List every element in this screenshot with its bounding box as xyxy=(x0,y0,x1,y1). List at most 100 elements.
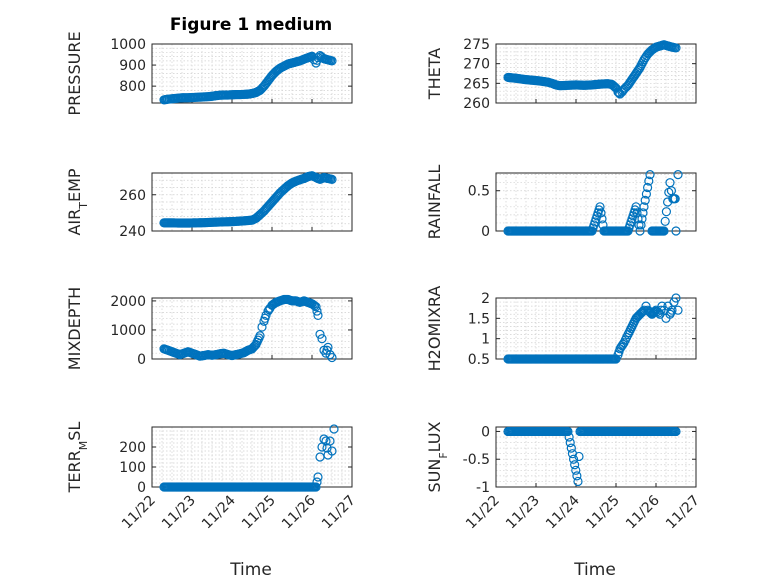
data-point xyxy=(568,454,579,464)
y-tick-label: -1 xyxy=(476,480,490,496)
data-point xyxy=(574,451,584,462)
y-axis-label-subscript: T xyxy=(77,202,90,210)
y-axis-label: THETA xyxy=(425,48,444,100)
data-point xyxy=(642,182,653,193)
data-point xyxy=(315,452,325,462)
data-point xyxy=(327,56,337,66)
data-point xyxy=(633,65,643,76)
subplot-8: -1 -0.5 0 SUNFLUX 11/22 11/23 11/24 11/25 11/26 1… xyxy=(425,421,703,532)
y-axis-label-rest: SL xyxy=(65,422,84,441)
subplot-5: 0 1000 2000 MIXDEPTH xyxy=(65,287,353,370)
y-tick-label: 100 xyxy=(119,460,146,476)
y-tick-label: 260 xyxy=(463,96,490,112)
y-tick-label: 0.5 xyxy=(468,352,490,368)
data-point xyxy=(261,310,271,321)
y-axis-label-main: PRESSURE xyxy=(65,31,84,115)
y-axis-label-main: MIXDEPTH xyxy=(65,287,84,370)
subplot-1: 800 900 1000 PRESSURE xyxy=(65,31,353,116)
data-point xyxy=(565,437,575,448)
data-point xyxy=(311,482,321,492)
y-tick-label: 265 xyxy=(463,76,490,92)
data-point xyxy=(327,174,337,184)
data-point xyxy=(597,214,607,224)
x-tick-label: 11/25 xyxy=(239,493,279,533)
axes-box xyxy=(151,297,353,360)
x-tick-label: 11/26 xyxy=(279,492,319,532)
data-point xyxy=(596,208,606,218)
x-tick-label: 11/25 xyxy=(583,493,623,533)
figure-title: Figure 1 medium xyxy=(170,15,332,35)
axes-box xyxy=(151,43,353,104)
x-tick-label: 11/22 xyxy=(463,493,503,533)
data-point xyxy=(312,306,322,316)
subplot-2: 260 265 270 275 THETA xyxy=(425,37,697,112)
data-point xyxy=(645,170,655,180)
y-axis-label-main: SUN xyxy=(425,459,444,493)
data-point xyxy=(632,208,642,218)
data-point xyxy=(608,80,618,90)
data-point xyxy=(673,170,683,180)
data-point xyxy=(659,226,669,236)
y-axis-label-subscript: M xyxy=(77,441,90,451)
subplot-7: 0 100 200 TERRMSL 11/22 11/23 11/24 11/25 11/26 1… xyxy=(65,422,359,533)
data-point xyxy=(671,293,681,303)
x-tick-label: 11/27 xyxy=(319,493,359,533)
y-tick-label: 260 xyxy=(119,188,146,204)
y-axis-label: MIXDEPTH xyxy=(65,287,84,370)
data-point xyxy=(648,308,658,318)
y-tick-label: 0.5 xyxy=(468,184,490,200)
y-axis-label: TERRMSL xyxy=(65,422,90,494)
x-tick-label: 11/22 xyxy=(119,493,159,533)
data-point xyxy=(570,460,580,470)
y-tick-label: 1.5 xyxy=(468,311,490,327)
data-point xyxy=(563,426,573,437)
data-point xyxy=(327,352,337,363)
data-point xyxy=(327,446,337,456)
y-tick-label: 0 xyxy=(481,424,490,440)
subplot-4: 0 0.5 RAINFALL xyxy=(425,165,697,240)
y-axis-label-main: THETA xyxy=(425,48,444,100)
data-point xyxy=(673,305,683,315)
y-tick-label: 0 xyxy=(481,224,490,240)
data-point xyxy=(310,301,320,311)
y-tick-label: 1 xyxy=(481,332,490,348)
y-axis-label-rest: EMP xyxy=(65,168,84,202)
y-axis-label: AIRTEMP xyxy=(65,168,90,235)
subplot-3: 240 260 AIRTEMP xyxy=(65,168,353,240)
data-point xyxy=(315,329,325,339)
data-point xyxy=(572,471,582,481)
y-tick-label: -0.5 xyxy=(463,452,490,468)
data-point xyxy=(313,310,323,321)
data-point xyxy=(325,350,335,360)
x-tick-label: 11/24 xyxy=(199,492,239,532)
data-point xyxy=(257,322,267,332)
data-point xyxy=(661,207,672,217)
y-tick-label: 200 xyxy=(119,440,146,456)
x-tick-label: 11/23 xyxy=(503,493,543,533)
x-tick-label: 11/27 xyxy=(663,493,703,533)
axes-box xyxy=(495,43,697,104)
y-tick-label: 240 xyxy=(119,224,146,240)
y-axis-label-main: AIR xyxy=(65,209,84,236)
data-point xyxy=(664,187,674,197)
data-point xyxy=(637,214,647,224)
data-point xyxy=(641,189,652,199)
data-point xyxy=(317,334,327,344)
y-axis-label-main: H2OMIXRA xyxy=(425,286,444,372)
y-axis-label: SUNFLUX xyxy=(425,421,450,492)
x-axis-label-right: Time xyxy=(573,560,616,580)
data-point xyxy=(321,436,331,446)
data-point xyxy=(636,220,646,230)
data-point xyxy=(571,465,581,475)
y-axis-label-subscript: F xyxy=(437,452,450,458)
data-point xyxy=(573,476,583,487)
x-axis-label-left: Time xyxy=(229,560,272,580)
data-point xyxy=(255,331,265,341)
data-point xyxy=(670,194,680,204)
subplot-6: 0.5 1 1.5 2 H2OMIXRA xyxy=(425,286,697,372)
data-point xyxy=(660,216,670,226)
data-point xyxy=(595,202,605,212)
x-tick-label: 11/23 xyxy=(159,493,199,533)
y-tick-label: 275 xyxy=(463,37,490,53)
